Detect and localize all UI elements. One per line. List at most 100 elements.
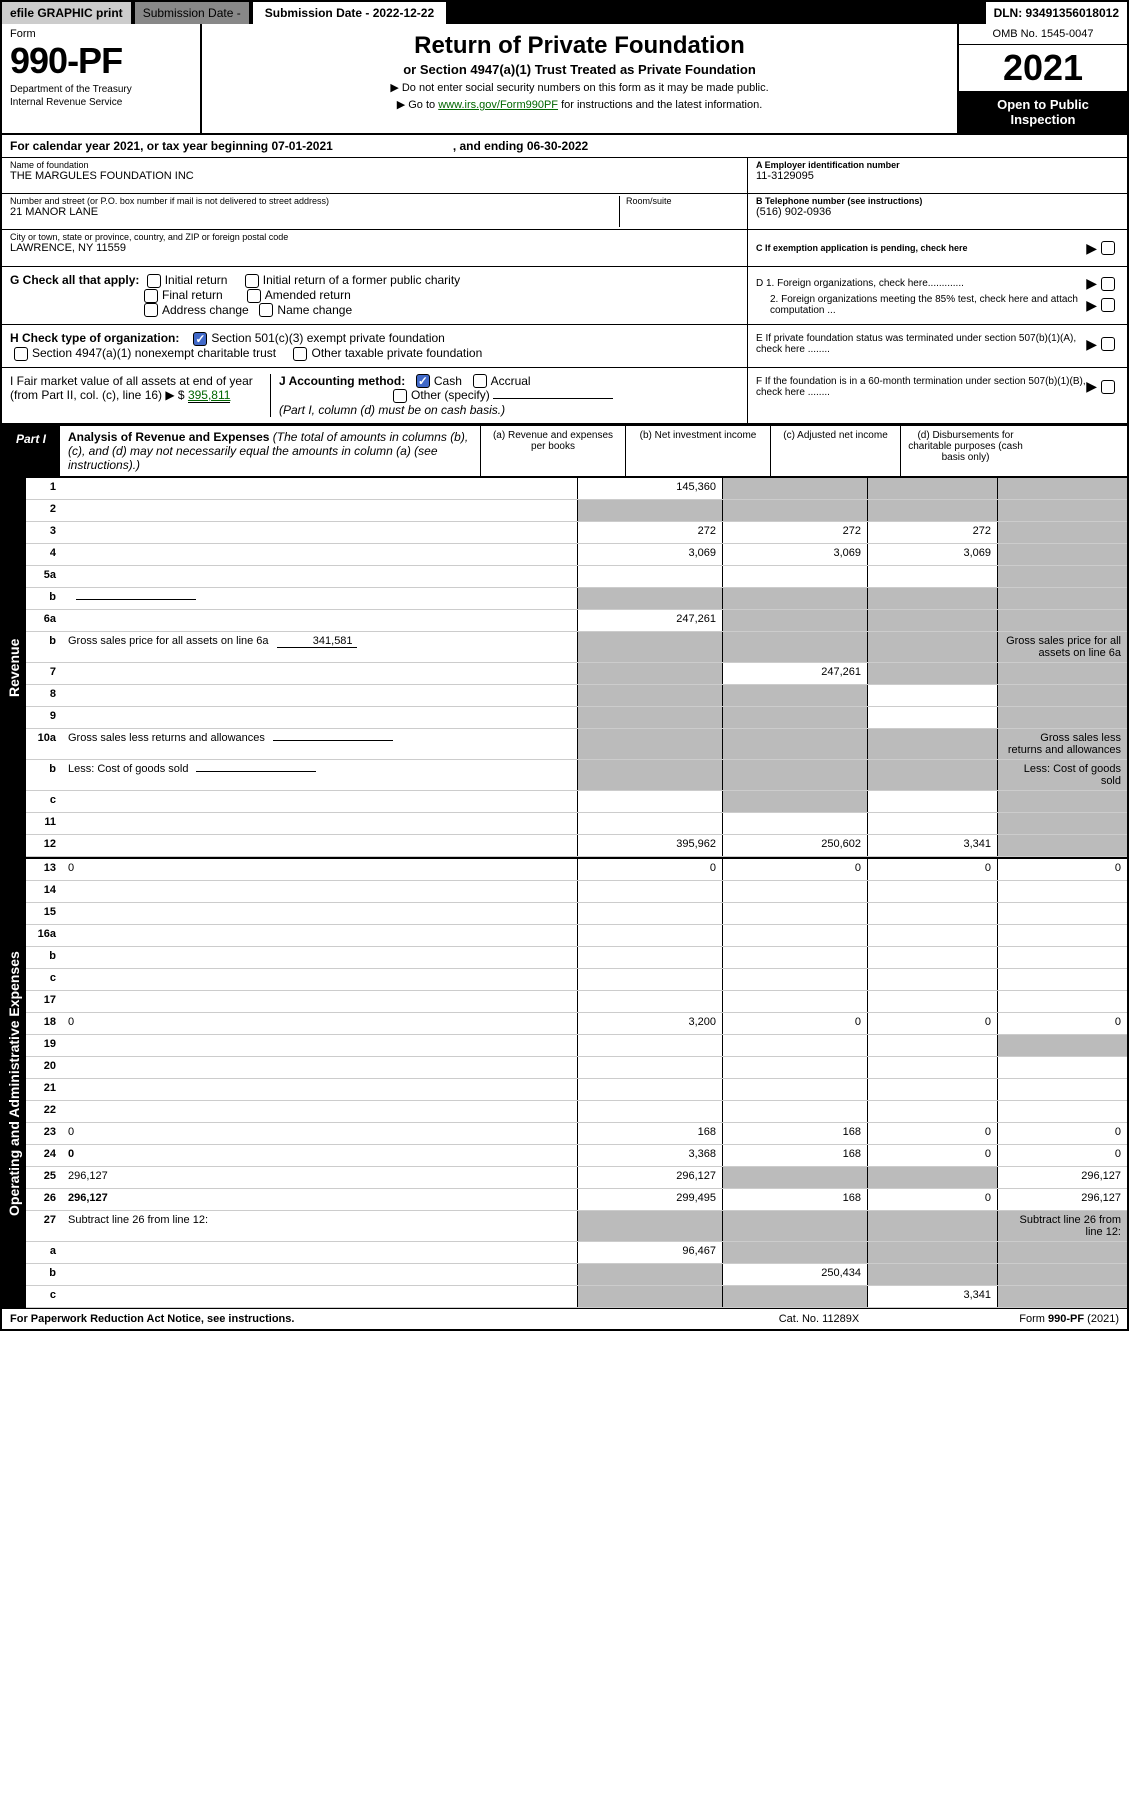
irs-link[interactable]: www.irs.gov/Form990PF [438,99,558,111]
cell-col-d: 0 [997,1145,1127,1166]
j-other-checkbox[interactable] [393,389,407,403]
cell-col-d [997,500,1127,521]
city-cell: City or town, state or province, country… [2,230,747,266]
cell-col-c [867,1167,997,1188]
e-section: E If private foundation status was termi… [747,325,1127,367]
cell-col-c: 0 [867,859,997,880]
g-label: G Check all that apply: [10,273,139,287]
line-number: 2 [26,500,62,521]
city-label: City or town, state or province, country… [10,232,739,242]
efile-print[interactable]: efile GRAPHIC print [2,2,131,24]
line-description: Gross sales price for all assets on line… [62,632,577,662]
line-number: 24 [26,1145,62,1166]
g-amended-checkbox[interactable] [247,289,261,303]
line-number: 8 [26,685,62,706]
cell-col-a [577,729,722,759]
f-checkbox[interactable] [1101,380,1115,394]
cell-col-d [997,791,1127,812]
part1-label: Part I [2,426,60,476]
arrow-icon: ▶ [1086,275,1097,292]
h-other-checkbox[interactable] [293,347,307,361]
cell-col-a [577,1264,722,1285]
cell-col-b [722,1057,867,1078]
arrow-icon: ▶ [1086,336,1097,353]
cell-col-a [577,1101,722,1122]
instr2-pre: ▶ Go to [397,99,438,111]
cell-col-a [577,1286,722,1307]
table-row: 2 [26,500,1127,522]
cell-col-a [577,791,722,812]
cell-col-c [867,1211,997,1241]
submission-date: Submission Date - 2022-12-22 [253,2,446,24]
g-final-checkbox[interactable] [144,289,158,303]
d1-checkbox[interactable] [1101,277,1115,291]
line-number: c [26,969,62,990]
h-4947-checkbox[interactable] [14,347,28,361]
col-a-header: (a) Revenue and expenses per books [480,426,625,476]
line-description [62,835,577,856]
i-value[interactable]: 395,811 [188,388,231,403]
line-description [62,522,577,543]
cell-col-c [867,663,997,684]
cell-col-c: 3,069 [867,544,997,565]
table-row: 26296,127299,4951680296,127 [26,1189,1127,1211]
e-checkbox[interactable] [1101,337,1115,351]
g-initial-former-checkbox[interactable] [245,274,259,288]
revenue-sidelabel: Revenue [2,478,26,857]
line-number: 9 [26,707,62,728]
c-label: C If exemption application is pending, c… [756,243,1086,253]
h-other: Other taxable private foundation [311,346,482,360]
cell-col-c [867,1101,997,1122]
g-initial-former: Initial return of a former public charit… [263,273,460,287]
cell-col-b: 168 [722,1123,867,1144]
cell-col-c [867,791,997,812]
d2-checkbox[interactable] [1101,298,1115,312]
h-501c3-checkbox[interactable]: ✓ [193,332,207,346]
cell-col-b [722,1211,867,1241]
cell-col-b: 247,261 [722,663,867,684]
g-name-checkbox[interactable] [259,303,273,317]
g-initial-checkbox[interactable] [147,274,161,288]
g-addr-checkbox[interactable] [144,303,158,317]
arrow-icon: ▶ [1086,240,1097,257]
line-number: 13 [26,859,62,880]
cell-col-a: 0 [577,859,722,880]
cell-col-d [997,813,1127,834]
cell-col-b [722,478,867,499]
cell-col-a: 3,200 [577,1013,722,1034]
cell-col-a: 3,069 [577,544,722,565]
table-row: b250,434 [26,1264,1127,1286]
cell-col-a [577,1057,722,1078]
c-checkbox[interactable] [1101,241,1115,255]
j-accrual-checkbox[interactable] [473,374,487,388]
g-left: G Check all that apply: Initial return I… [2,267,747,324]
cell-col-d [997,478,1127,499]
cell-col-b: 0 [722,1013,867,1034]
cell-col-d [997,663,1127,684]
table-row: 16a [26,925,1127,947]
line-description [62,881,577,902]
j-cash-checkbox[interactable]: ✓ [416,374,430,388]
cell-col-c [867,566,997,587]
table-row: c [26,969,1127,991]
table-row: 17 [26,991,1127,1013]
g-initial: Initial return [165,273,228,287]
cell-col-b [722,1079,867,1100]
cal-text2: , and ending 06-30-2022 [453,139,588,153]
name-right: A Employer identification number 11-3129… [747,158,1127,266]
j-note: (Part I, column (d) must be on cash basi… [279,403,505,417]
header-center: Return of Private Foundation or Section … [202,24,957,133]
line-description [62,566,577,587]
cell-col-d [997,835,1127,856]
g-amended: Amended return [265,288,351,302]
line-number: 15 [26,903,62,924]
cell-col-c [867,685,997,706]
table-row: 1300000 [26,859,1127,881]
line-number: 23 [26,1123,62,1144]
g-section: G Check all that apply: Initial return I… [2,267,1127,325]
cell-col-d [997,522,1127,543]
col-d-header: (d) Disbursements for charitable purpose… [900,426,1030,476]
cell-col-a [577,760,722,790]
cell-col-a [577,588,722,609]
cell-col-c: 272 [867,522,997,543]
